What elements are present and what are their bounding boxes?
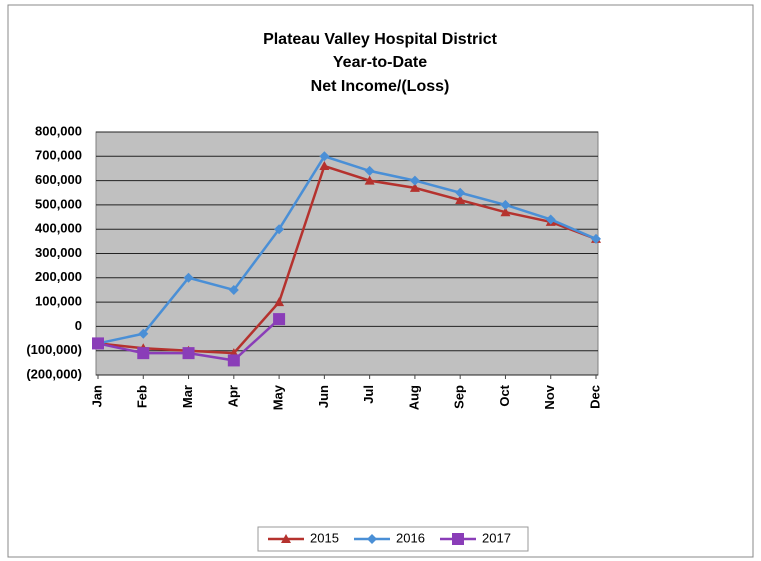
x-tick-label: Mar [180, 385, 195, 408]
y-tick-label: 500,000 [35, 196, 82, 211]
marker [228, 284, 239, 295]
y-tick-label: 600,000 [35, 172, 82, 187]
x-tick-label: Feb [135, 385, 150, 408]
y-tick-label: (100,000) [26, 342, 82, 357]
x-tick-label: Aug [406, 385, 421, 410]
y-tick-label: 700,000 [35, 148, 82, 163]
y-tick-label: 100,000 [35, 294, 82, 309]
x-tick-label: Sep [452, 385, 467, 409]
legend-marker [452, 533, 464, 545]
legend-label: 2017 [482, 530, 511, 545]
legend-label: 2015 [310, 530, 339, 545]
marker [591, 233, 601, 244]
x-tick-label: Dec [587, 385, 602, 409]
marker [455, 187, 466, 198]
y-tick-label: (200,000) [26, 366, 82, 381]
y-tick-label: 800,000 [35, 123, 82, 138]
x-tick-label: Jul [361, 385, 376, 404]
y-tick-label: 200,000 [35, 269, 82, 284]
marker [319, 161, 330, 171]
x-tick-label: Jan [89, 385, 104, 407]
marker [227, 354, 240, 367]
legend-marker [367, 534, 377, 544]
series-line [97, 154, 597, 345]
legend-label: 2016 [396, 530, 425, 545]
marker [500, 199, 511, 210]
chart-subtitle: Year-to-Date [333, 54, 427, 71]
x-tick-label: Apr [225, 385, 240, 407]
marker [409, 175, 420, 186]
marker [364, 165, 375, 176]
y-tick-label: 400,000 [35, 221, 82, 236]
y-tick-label: 0 [75, 318, 82, 333]
marker [273, 313, 286, 326]
marker [409, 182, 420, 192]
marker [274, 224, 285, 235]
marker [138, 328, 149, 339]
x-tick-label: Oct [497, 384, 512, 406]
y-tick-label: 300,000 [35, 245, 82, 260]
marker [183, 272, 194, 283]
marker [182, 347, 195, 360]
marker [319, 151, 330, 162]
x-tick-label: Nov [542, 384, 557, 409]
chart-title: Plateau Valley Hospital District [263, 31, 498, 48]
marker [455, 195, 466, 205]
marker [92, 337, 104, 350]
marker [137, 347, 150, 360]
marker [500, 207, 511, 217]
x-tick-label: Jun [316, 385, 331, 408]
x-tick-label: May [271, 384, 286, 410]
series-line [97, 164, 597, 355]
marker [545, 214, 556, 225]
legend-marker [281, 534, 291, 543]
chart-subtitle: Net Income/(Loss) [311, 78, 450, 95]
marker [274, 297, 285, 307]
marker [364, 175, 375, 185]
